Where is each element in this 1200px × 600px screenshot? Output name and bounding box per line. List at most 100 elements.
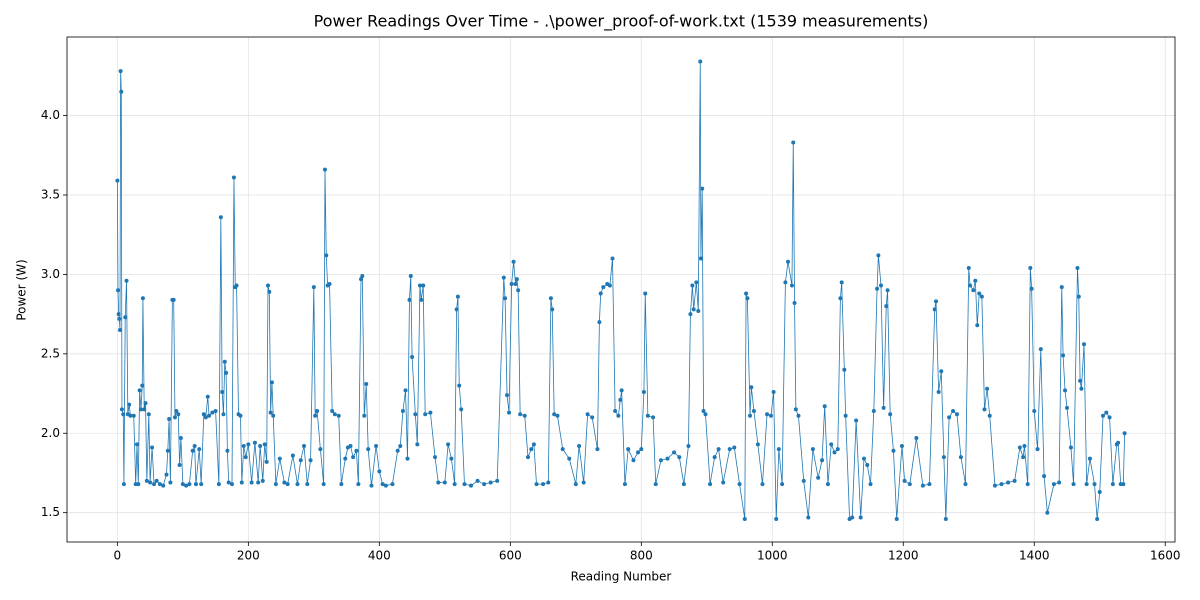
data-point <box>691 307 696 312</box>
data-point <box>238 413 243 418</box>
data-point <box>1084 482 1089 487</box>
data-point <box>262 442 267 447</box>
data-point <box>1032 409 1037 414</box>
data-point <box>598 291 603 296</box>
data-point <box>744 291 749 296</box>
data-point <box>403 388 408 393</box>
data-point <box>207 413 212 418</box>
data-point <box>374 443 379 448</box>
data-point <box>927 482 932 487</box>
data-point <box>168 480 173 485</box>
y-tick-label: 2.5 <box>41 346 60 360</box>
data-point <box>1038 347 1043 352</box>
data-point <box>157 482 162 487</box>
data-point <box>197 447 202 452</box>
data-point <box>407 297 412 302</box>
data-point <box>789 283 794 288</box>
data-point <box>271 413 276 418</box>
data-point <box>801 478 806 483</box>
data-point <box>987 413 992 418</box>
data-point <box>694 280 699 285</box>
data-point <box>1122 431 1127 436</box>
data-point <box>875 286 880 291</box>
data-point <box>518 412 523 417</box>
data-point <box>1078 378 1083 383</box>
data-point <box>567 456 572 461</box>
data-point <box>865 463 870 468</box>
data-point <box>400 409 405 414</box>
data-point <box>311 285 316 290</box>
data-point <box>358 277 363 282</box>
data-point <box>415 442 420 447</box>
data-point <box>267 289 272 294</box>
plot-data <box>115 59 1127 522</box>
data-point <box>356 482 361 487</box>
data-point <box>552 412 557 417</box>
data-point <box>1075 266 1080 271</box>
data-point <box>454 307 459 312</box>
data-point <box>999 482 1004 487</box>
data-point <box>413 412 418 417</box>
data-point <box>305 482 310 487</box>
data-point <box>268 410 273 415</box>
data-point <box>121 482 126 487</box>
data-point <box>577 443 582 448</box>
data-point <box>783 280 788 285</box>
data-point <box>282 480 287 485</box>
data-point <box>939 369 944 374</box>
data-point <box>1012 478 1017 483</box>
data-point <box>774 517 779 522</box>
data-point <box>178 436 183 441</box>
data-point <box>636 450 641 455</box>
data-point <box>135 442 140 447</box>
data-point <box>273 482 278 487</box>
x-tick-label: 0 <box>114 549 122 563</box>
data-point <box>398 443 403 448</box>
data-point <box>936 389 941 394</box>
data-point <box>1071 482 1076 487</box>
data-point <box>643 291 648 296</box>
chart-title: Power Readings Over Time - .\power_proof… <box>314 12 929 32</box>
data-point <box>205 394 210 399</box>
data-point <box>482 482 487 487</box>
data-point <box>513 281 518 286</box>
data-point <box>433 455 438 460</box>
data-point <box>507 410 512 415</box>
data-point <box>351 455 356 460</box>
data-point <box>703 412 708 417</box>
data-point <box>362 413 367 418</box>
data-point <box>597 320 602 325</box>
data-point <box>1065 405 1070 410</box>
data-point <box>118 69 123 74</box>
data-point <box>968 283 973 288</box>
data-point <box>140 296 145 301</box>
data-point <box>192 443 197 448</box>
data-point <box>618 397 623 402</box>
data-point <box>225 448 230 453</box>
data-point <box>698 256 703 261</box>
x-tick-label: 200 <box>237 549 260 563</box>
data-point <box>1042 474 1047 479</box>
data-point <box>971 288 976 293</box>
data-point <box>868 482 873 487</box>
data-point <box>222 359 227 364</box>
data-point <box>298 458 303 463</box>
data-point <box>881 405 886 410</box>
data-point <box>832 450 837 455</box>
data-point <box>117 328 122 333</box>
data-point <box>1025 482 1030 487</box>
data-point <box>216 482 221 487</box>
data-point <box>167 416 172 421</box>
data-point <box>531 442 536 447</box>
data-point <box>177 463 182 468</box>
y-axis-label: Power (W) <box>15 259 29 320</box>
data-point <box>751 409 756 414</box>
data-point <box>822 404 827 409</box>
data-point <box>421 283 426 288</box>
data-point <box>143 401 148 406</box>
data-point <box>839 280 844 285</box>
data-point <box>405 456 410 461</box>
data-point <box>1092 482 1097 487</box>
